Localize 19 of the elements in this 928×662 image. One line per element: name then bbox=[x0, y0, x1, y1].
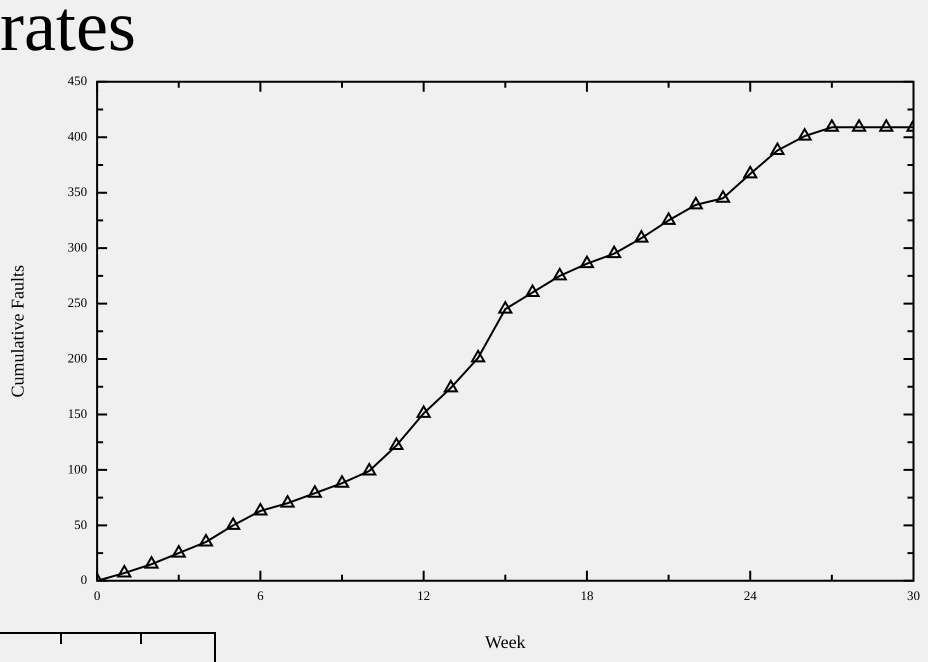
y-tick-label: 400 bbox=[68, 128, 88, 144]
y-tick-label: 450 bbox=[68, 73, 88, 88]
y-tick-label: 200 bbox=[68, 350, 88, 366]
y-tick-label: 250 bbox=[68, 295, 88, 310]
y-tick-label: 50 bbox=[74, 516, 88, 532]
y-tick-label: 0 bbox=[80, 572, 88, 588]
y-tick-label: 350 bbox=[68, 184, 88, 200]
y-tick-label: 150 bbox=[68, 406, 88, 421]
x-tick-label: 30 bbox=[907, 588, 920, 604]
x-tick-label: 24 bbox=[744, 588, 758, 604]
x-axis-title: Week bbox=[485, 632, 526, 652]
y-tick-label: 300 bbox=[68, 240, 88, 255]
x-tick-label: 18 bbox=[580, 588, 594, 604]
x-tick-label: 12 bbox=[417, 588, 430, 604]
x-tick-label: 0 bbox=[94, 588, 100, 604]
y-axis-title: Cumulative Faults bbox=[8, 265, 28, 398]
y-tick-label: 100 bbox=[68, 461, 88, 476]
chart-title: rates bbox=[0, 0, 136, 66]
x-tick-label: 6 bbox=[257, 588, 264, 604]
